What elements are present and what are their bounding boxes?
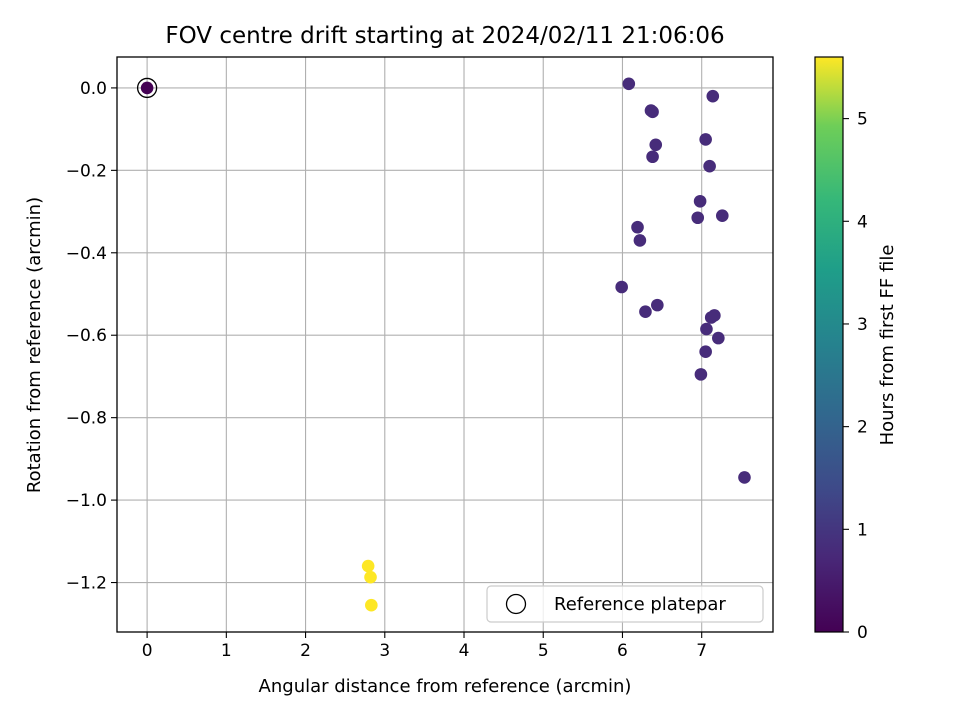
data-point xyxy=(646,105,659,119)
colorbar-tick-layer: 0 1 2 3 4 5 xyxy=(843,110,868,643)
colorbar-tick-label: 1 xyxy=(857,520,868,540)
colorbar-tick-label: 0 xyxy=(857,623,868,643)
y-tick-label: −0.8 xyxy=(66,409,107,429)
data-point xyxy=(361,559,375,573)
legend-box xyxy=(486,585,764,623)
data-point xyxy=(651,298,664,312)
data-point xyxy=(364,570,377,584)
y-tick-label: −0.2 xyxy=(66,161,107,181)
data-point xyxy=(694,368,708,381)
data-point xyxy=(704,311,718,324)
x-tick-label: 1 xyxy=(221,641,232,661)
data-point xyxy=(646,150,659,164)
data-point xyxy=(738,471,751,484)
colorbar-tick-label: 2 xyxy=(857,418,868,438)
data-point xyxy=(633,234,647,247)
legend-entry-label: Reference platepar xyxy=(554,594,726,615)
colorbar-tick-label: 4 xyxy=(857,212,868,232)
data-point xyxy=(365,598,378,612)
axes-frame xyxy=(116,56,774,633)
x-tick-label: 7 xyxy=(696,641,707,661)
legend: Reference platepar xyxy=(486,585,764,623)
data-point xyxy=(703,159,716,173)
colorbar-tick-label: 5 xyxy=(857,110,868,130)
data-point xyxy=(693,194,707,208)
legend-reference-marker xyxy=(505,593,527,615)
data-point xyxy=(615,280,628,294)
y-tick-label: −1.0 xyxy=(66,491,107,511)
x-tick-label: 2 xyxy=(300,641,311,661)
data-point xyxy=(700,322,713,336)
chart-title: FOV centre drift starting at 2024/02/11 … xyxy=(165,23,724,49)
points-layer xyxy=(140,77,751,612)
data-point xyxy=(715,209,729,222)
data-point xyxy=(631,220,644,234)
y-tick-layer: 0.0 −0.2 −0.4 −0.6 −0.8 −1.0 −1.2 xyxy=(66,79,117,594)
data-point xyxy=(691,211,705,225)
y-tick-label: −0.4 xyxy=(66,244,107,264)
x-tick-label: 6 xyxy=(617,641,628,661)
grid-layer xyxy=(117,57,773,632)
reference-marker-layer xyxy=(136,77,158,99)
y-tick-label: −0.6 xyxy=(66,326,107,346)
x-tick-label: 0 xyxy=(142,641,153,661)
x-axis-label: Angular distance from reference (arcmin) xyxy=(259,676,632,697)
data-point xyxy=(699,345,712,359)
colorbar-gradient xyxy=(814,56,844,633)
data-point xyxy=(649,138,663,152)
x-tick-layer: 0 1 2 3 4 5 6 7 xyxy=(142,632,707,661)
data-point xyxy=(639,305,652,319)
y-tick-label: 0.0 xyxy=(80,79,107,99)
data-point xyxy=(622,77,636,91)
x-tick-label: 3 xyxy=(379,641,390,661)
y-axis-label: Rotation from reference (arcmin) xyxy=(24,197,45,493)
y-tick-label: −1.2 xyxy=(66,574,107,594)
x-tick-label: 5 xyxy=(538,641,549,661)
data-point xyxy=(706,89,720,103)
colorbar-label: Hours from first FF file xyxy=(877,245,898,446)
colorbar: 0 1 2 3 4 5 Hours from first FF file xyxy=(814,56,898,643)
x-tick-label: 4 xyxy=(459,641,470,661)
colorbar-tick-label: 3 xyxy=(857,315,868,335)
reference-platepar-marker xyxy=(136,77,158,99)
data-point xyxy=(140,81,154,95)
data-point xyxy=(699,133,712,146)
data-point xyxy=(712,331,725,345)
